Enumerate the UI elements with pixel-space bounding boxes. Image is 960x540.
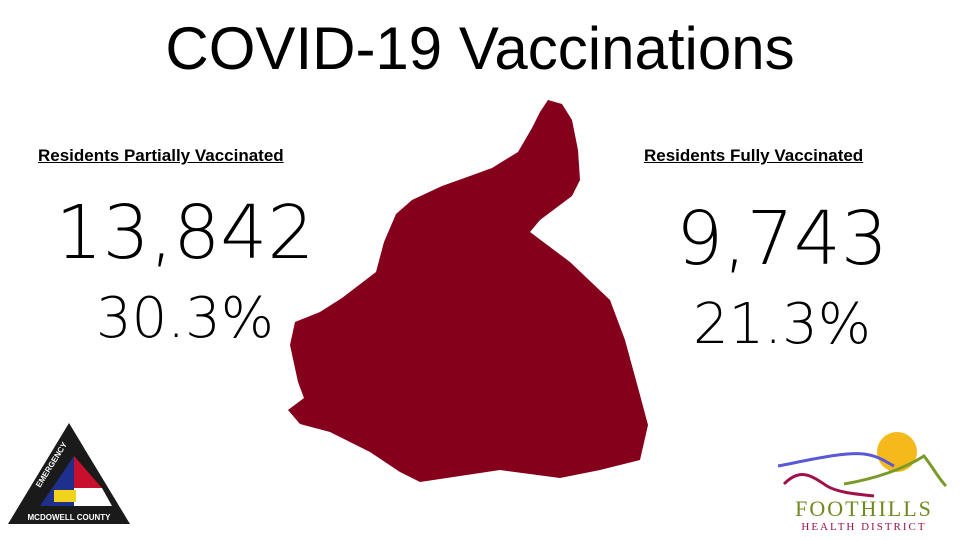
svg-text:MCDOWELL COUNTY: MCDOWELL COUNTY	[28, 513, 112, 522]
partial-percent: 30.3%	[96, 286, 274, 351]
partial-label: Residents Partially Vaccinated	[38, 146, 284, 165]
full-label: Residents Fully Vaccinated	[644, 146, 864, 165]
page-title: COVID-19 Vaccinations	[165, 15, 795, 82]
full-count: 9,743	[676, 196, 888, 282]
full-percent: 21.3%	[693, 292, 871, 357]
svg-text:HEALTH DISTRICT: HEALTH DISTRICT	[801, 521, 926, 533]
emergency-services-logo: EMERGENCY SERVICES MCDOWELL COUNTY	[8, 423, 130, 524]
foothills-logo: FOOTHILLS HEALTH DISTRICT	[777, 432, 948, 533]
partial-count: 13,842	[55, 190, 315, 276]
svg-text:FOOTHILLS: FOOTHILLS	[795, 496, 933, 521]
county-shape	[288, 100, 648, 482]
